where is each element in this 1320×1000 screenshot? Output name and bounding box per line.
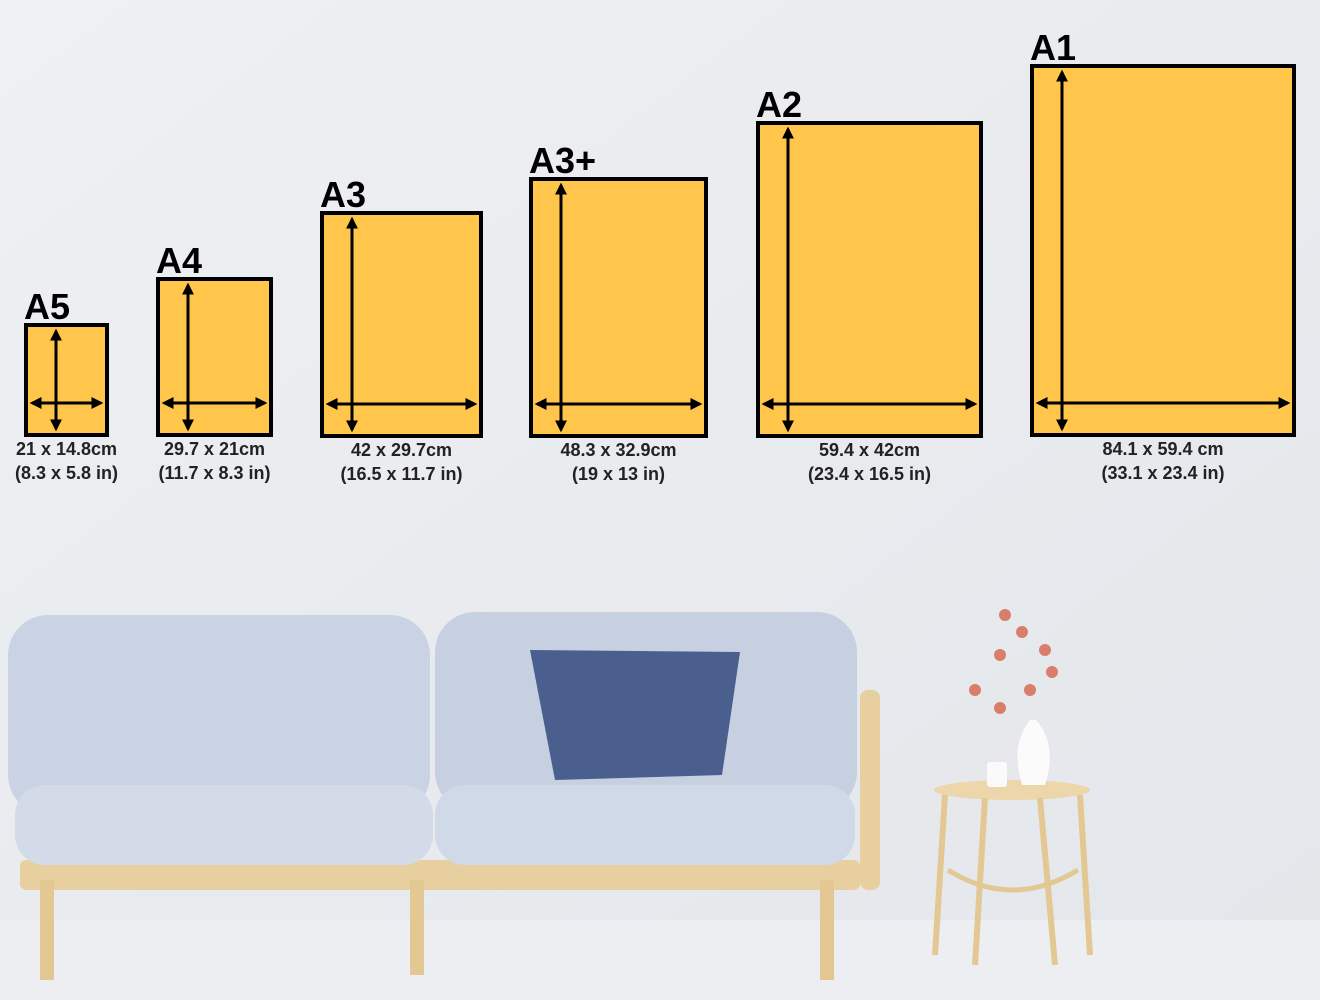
size-inches: (23.4 x 16.5 in) — [808, 464, 931, 484]
size-name: A4 — [156, 240, 202, 281]
size-cm: 59.4 x 42cm — [819, 440, 920, 460]
sofa — [8, 612, 880, 980]
size-inches: (33.1 x 23.4 in) — [1101, 463, 1224, 483]
size-inches: (8.3 x 5.8 in) — [15, 463, 118, 483]
size-name: A3 — [320, 174, 366, 215]
side-table — [932, 609, 1093, 966]
size-name: A1 — [1030, 27, 1076, 68]
size-cm: 48.3 x 32.9cm — [560, 440, 676, 460]
size-cm: 84.1 x 59.4 cm — [1102, 439, 1223, 459]
floor — [0, 920, 1320, 1000]
frame — [156, 277, 273, 437]
size-cm: 21 x 14.8cm — [16, 439, 117, 459]
size-name: A3+ — [529, 140, 596, 181]
size-inches: (19 x 13 in) — [572, 464, 665, 484]
size-cm: 29.7 x 21cm — [164, 439, 265, 459]
frame — [1030, 64, 1296, 437]
size-name: A2 — [756, 84, 802, 125]
size-name: A5 — [24, 286, 70, 327]
size-inches: (16.5 x 11.7 in) — [340, 464, 462, 484]
frames: A5 21 x 14.8cm (8.3 x 5.8 in) A4 29.7 x 21cm… — [15, 27, 1296, 484]
frame — [756, 121, 983, 438]
frame — [529, 177, 708, 438]
size-cm: 42 x 29.7cm — [351, 440, 452, 460]
size-inches: (11.7 x 8.3 in) — [158, 463, 270, 483]
frame — [24, 323, 109, 437]
